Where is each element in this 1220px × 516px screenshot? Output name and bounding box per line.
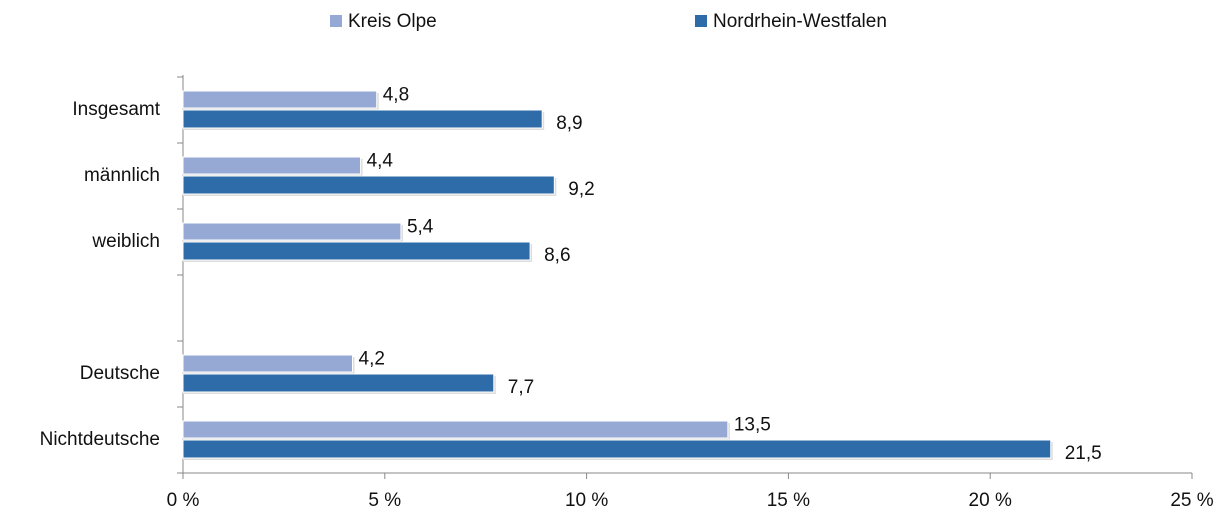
bar bbox=[182, 175, 555, 195]
data-label: 9,2 bbox=[568, 179, 594, 200]
data-label: 7,7 bbox=[508, 377, 534, 398]
data-label: 13,5 bbox=[734, 415, 771, 436]
x-tick-label: 15 % bbox=[767, 490, 810, 511]
x-tick-label: 0 % bbox=[167, 490, 200, 511]
legend-label: Nordrhein-Westfalen bbox=[713, 11, 887, 32]
bar bbox=[182, 156, 362, 175]
legend-label: Kreis Olpe bbox=[348, 11, 437, 32]
bar bbox=[182, 109, 543, 129]
bar bbox=[182, 439, 1052, 459]
y-tick-label: Nichtdeutsche bbox=[40, 429, 160, 450]
data-label: 21,5 bbox=[1065, 443, 1102, 464]
data-label: 8,6 bbox=[544, 245, 570, 266]
legend-swatch bbox=[330, 15, 342, 27]
legend-swatch bbox=[695, 15, 707, 27]
y-tick-label: Deutsche bbox=[80, 363, 160, 384]
x-tick-label: 25 % bbox=[1170, 490, 1213, 511]
y-tick-label: weiblich bbox=[91, 231, 160, 252]
bar bbox=[182, 222, 402, 241]
data-label: 8,9 bbox=[556, 113, 582, 134]
data-label: 5,4 bbox=[407, 217, 434, 238]
x-tick-label: 5 % bbox=[368, 490, 401, 511]
bar bbox=[182, 420, 729, 439]
data-label: 4,2 bbox=[359, 349, 385, 370]
bar bbox=[182, 373, 495, 393]
bar bbox=[182, 354, 354, 373]
x-tick-label: 20 % bbox=[969, 490, 1012, 511]
y-tick-label: Insgesamt bbox=[72, 99, 160, 120]
bar bbox=[182, 90, 378, 109]
bar bbox=[182, 241, 531, 261]
data-label: 4,8 bbox=[383, 85, 409, 106]
data-label: 4,4 bbox=[367, 151, 394, 172]
y-tick-label: männlich bbox=[84, 165, 160, 186]
x-tick-label: 10 % bbox=[565, 490, 608, 511]
